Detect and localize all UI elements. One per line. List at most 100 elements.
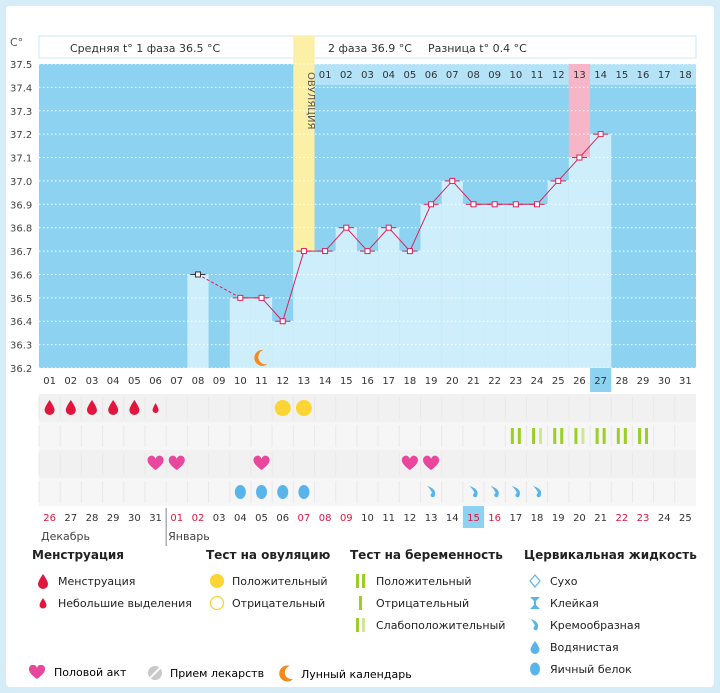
legend-item: Клейкая [524, 592, 697, 614]
y-tick-label: 36.7 [10, 247, 32, 258]
temperature-bar [293, 251, 315, 368]
cycle-day-label: 01 [319, 70, 332, 81]
heart-icon [401, 455, 418, 470]
temperature-line-segment [324, 227, 347, 252]
temperature-line-segment [536, 180, 559, 205]
legend-title: Тест на беременность [350, 548, 503, 562]
y-tick-label: 36.3 [10, 341, 32, 352]
y-tick-label: 37.1 [10, 154, 32, 165]
temperature-line-segment [197, 274, 241, 299]
legend-label: Клейкая [550, 596, 599, 610]
sun-positive-icon [210, 574, 224, 588]
temperature-point [597, 131, 604, 138]
legend-label: Сухо [550, 574, 578, 588]
temperature-point [512, 201, 519, 208]
creamy-icon [427, 486, 436, 498]
legend-title: Менструация [32, 548, 124, 562]
temperature-bar [356, 251, 379, 368]
date-label: 09 [340, 513, 353, 524]
pregnancy-test-icon [532, 428, 536, 444]
legend-label: Яичный белок [550, 662, 632, 676]
day-label: 11 [255, 376, 268, 387]
pregnancy-test-icon [638, 428, 642, 444]
day-label: 13 [298, 376, 311, 387]
egg-white-icon [530, 662, 540, 676]
moon-icon [254, 349, 268, 366]
date-label: 18 [531, 513, 544, 524]
date-label: 10 [361, 513, 374, 524]
pregnancy-test-icon [574, 428, 578, 444]
temperature-bar [272, 321, 294, 368]
legend-label: Кремообразная [550, 618, 641, 632]
cycle-day-cell [547, 64, 569, 85]
temperature-point [194, 271, 201, 278]
temperature-bar [378, 227, 400, 368]
blood-drop-icon [108, 400, 119, 415]
cycle-day-label: 09 [488, 70, 501, 81]
date-label: 05 [255, 513, 268, 524]
temperature-line-segment [557, 157, 580, 182]
phase2-average: 2 фаза 36.9 °C [328, 42, 412, 55]
temperature-bar [399, 251, 421, 368]
heart-icon [147, 455, 164, 470]
date-label: 11 [382, 513, 395, 524]
legend-cervical: Цервикальная жидкость Сухо Клейкая Кремо… [524, 548, 697, 680]
legend-label: Менструация [58, 574, 136, 588]
temperature-point [428, 201, 435, 208]
legend-item: Менструация [32, 570, 192, 592]
temperature-point [406, 248, 413, 255]
creamy-icon [490, 486, 499, 498]
date-label: 14 [446, 513, 459, 524]
ovulation-test-icon [274, 400, 291, 416]
egg-white-icon [277, 485, 289, 499]
temperature-bar [590, 134, 612, 368]
temperature-bar [526, 204, 548, 368]
test-positive-icon [356, 574, 365, 588]
day-label: 31 [679, 376, 692, 387]
sun-negative-icon [209, 595, 225, 611]
chart-card: Средняя t° 1 фаза 36.5 °C 2 фаза 36.9 °C Р… [6, 6, 714, 687]
cycle-day-cell [420, 64, 442, 85]
temperature-line-segment [345, 227, 368, 252]
day-label: 24 [531, 376, 544, 387]
marker-row [39, 450, 696, 478]
temperature-point [555, 177, 562, 184]
y-tick-label: 36.2 [10, 364, 32, 375]
date-label: 08 [319, 513, 332, 524]
marker-row [39, 422, 696, 450]
y-tick-label: 36.4 [10, 317, 32, 328]
day-label: 23 [509, 376, 522, 387]
cycle-day-highlight [568, 64, 591, 85]
ovulation-label: ОВУЛЯЦИЯ [305, 72, 316, 130]
pregnancy-test-icon [602, 428, 606, 444]
date-label: 06 [276, 513, 289, 524]
date-label: 25 [679, 513, 692, 524]
day-label: 14 [319, 376, 332, 387]
day-highlight [590, 368, 612, 392]
temperature-bar [229, 297, 251, 368]
moon-icon [279, 665, 293, 682]
day-label: 03 [86, 376, 99, 387]
small-blood-drop-icon [152, 403, 159, 413]
blood-drop-icon [129, 400, 140, 416]
creamy-icon [511, 486, 521, 498]
egg-white-icon [298, 485, 310, 499]
date-label: 03 [213, 513, 226, 524]
temperature-line-segment [261, 297, 284, 322]
pregnancy-test-icon [539, 428, 543, 444]
date-label: 19 [552, 513, 565, 524]
day-label: 30 [658, 376, 671, 387]
cycle-day-cell [462, 64, 485, 85]
cycle-day-label: 15 [615, 70, 628, 81]
day-label: 06 [149, 376, 162, 387]
day-label: 22 [488, 376, 501, 387]
cycle-day-cell [653, 64, 675, 85]
day-label: 08 [192, 376, 205, 387]
temperature-point [576, 154, 583, 161]
legend-title: Тест на овуляцию [206, 548, 331, 562]
temperature-point [322, 248, 329, 255]
day-label: 05 [128, 376, 141, 387]
pregnancy-test-icon [517, 428, 521, 444]
legend-label: Лунный календарь [301, 667, 412, 681]
date-label: 21 [594, 513, 607, 524]
